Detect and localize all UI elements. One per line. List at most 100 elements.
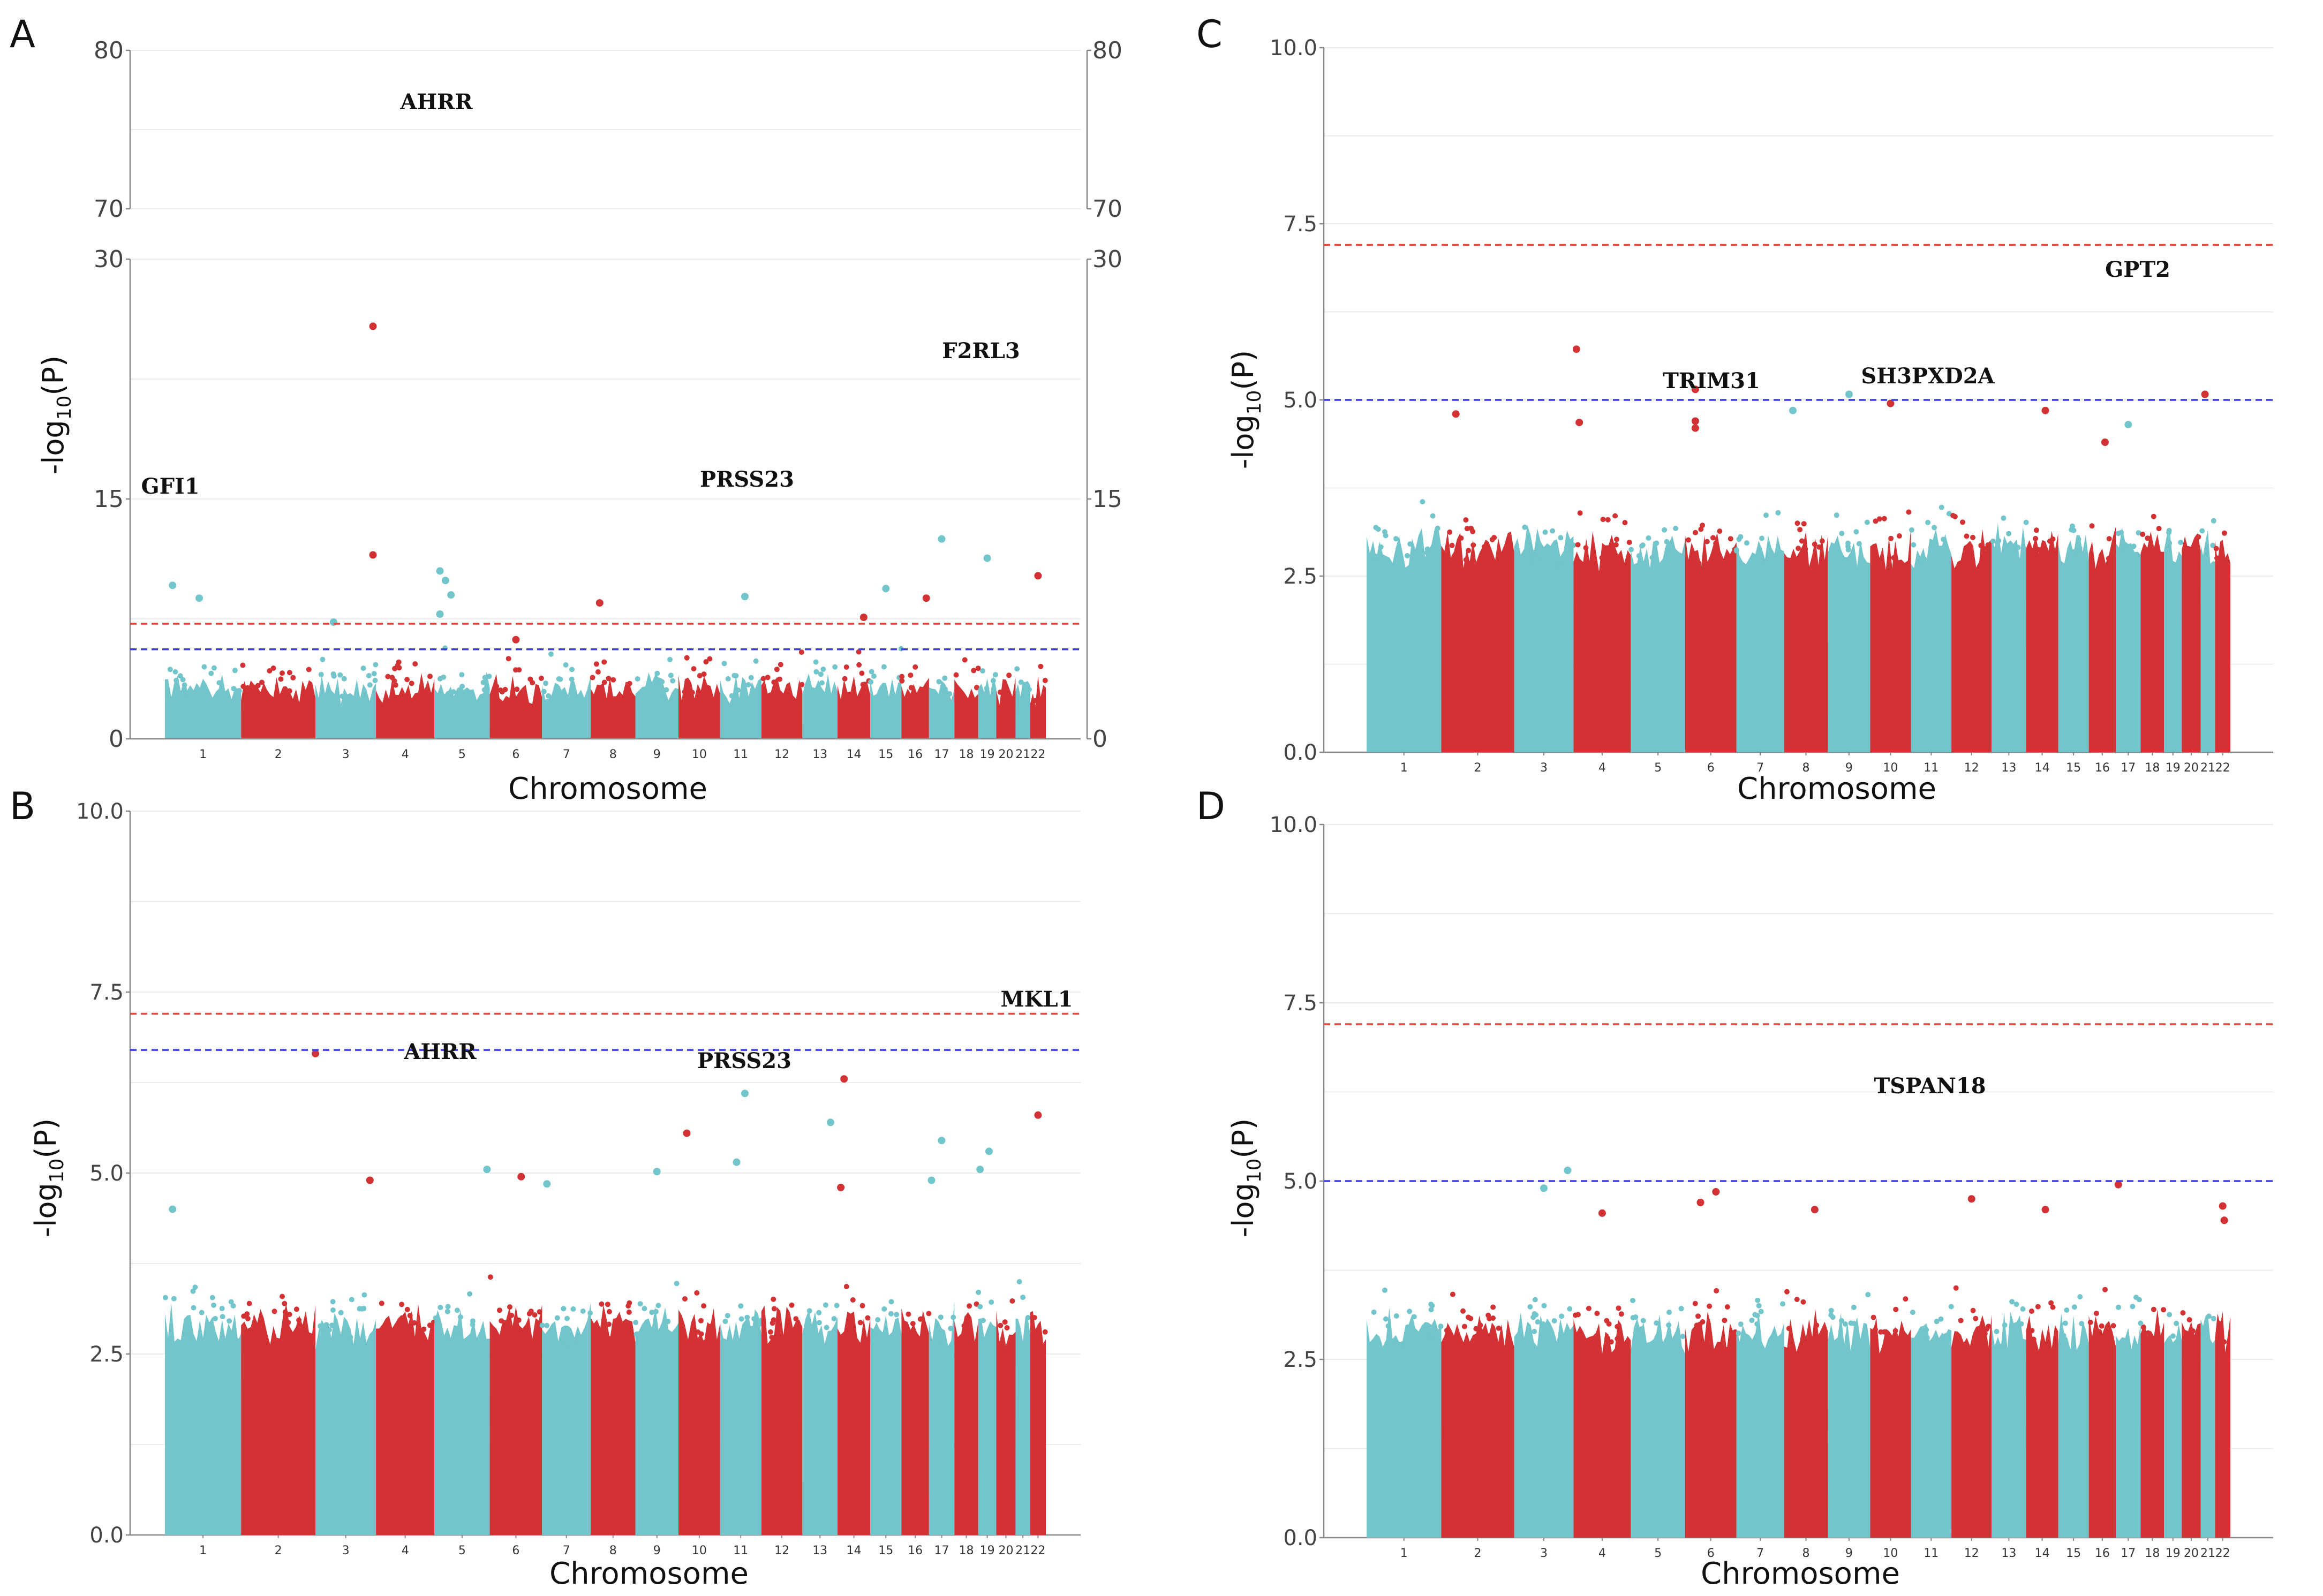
c-content-chromosome-18 xyxy=(2140,513,2164,752)
d-content-snp-point xyxy=(1749,1318,1755,1323)
a-content-chrom-tick-label: 5 xyxy=(458,748,466,761)
d-content-snp-point xyxy=(1532,1297,1538,1303)
c-content-snp-point xyxy=(1529,557,1535,563)
c-content-snp-cloud xyxy=(1828,535,1871,752)
c-content-snp-point xyxy=(1856,541,1862,547)
b-content-snp-point xyxy=(738,1316,744,1322)
a-content-snp-point xyxy=(280,670,285,676)
c-content-snp-point xyxy=(2214,555,2220,561)
a-content-chrom-tick-label: 9 xyxy=(653,748,661,761)
b-content-top-hit xyxy=(1034,1111,1042,1119)
c-content-snp-point xyxy=(1454,554,1460,559)
d-content-snp-point xyxy=(1903,1296,1909,1302)
d-content-snp-point xyxy=(2216,1338,2222,1344)
b-content-snp-point xyxy=(989,1299,994,1305)
a-content-snp-point xyxy=(385,674,391,679)
a-content-snp-point xyxy=(393,682,398,688)
b-content-snp-cloud xyxy=(591,1304,636,1535)
a-content-snp-point xyxy=(208,670,214,676)
c-content-snp-point xyxy=(1646,535,1651,541)
c-content-snp-point xyxy=(1819,538,1825,544)
c-content-snp-point xyxy=(2194,555,2200,561)
a-content-snp-cloud xyxy=(978,675,997,739)
c-content-snp-cloud xyxy=(2026,531,2058,752)
b-content-snp-point xyxy=(187,1333,193,1338)
c-content-snp-point xyxy=(1996,538,2002,543)
a-content-snp-point xyxy=(990,678,996,684)
d-content-snp-cloud xyxy=(1870,1318,1911,1538)
b-content-chromosome-16 xyxy=(901,1308,932,1535)
b-content-snp-point xyxy=(1031,1315,1037,1320)
b-content-snp-point xyxy=(749,1326,755,1332)
c-content-snp-point xyxy=(2050,536,2056,542)
c-content-snp-point xyxy=(1812,541,1817,547)
a-content-snp-point xyxy=(278,676,284,682)
a-content-top-hit xyxy=(329,618,337,626)
a-content-snp-cloud xyxy=(542,676,591,739)
a-content-snp-point xyxy=(798,649,804,655)
b-content-chromosome-13 xyxy=(802,1302,840,1535)
c-content-snp-point xyxy=(1796,546,1801,551)
a-content-snp-point xyxy=(660,697,666,702)
c-content-snp-point xyxy=(1839,531,1845,536)
b-content-snp-point xyxy=(703,1339,709,1345)
c-content-snp-point xyxy=(1888,535,1894,541)
d-content-snp-point xyxy=(1438,1323,1444,1329)
d-content-snp-point xyxy=(1488,1337,1494,1343)
b-content-snp-cloud xyxy=(678,1308,720,1535)
d-content-snp-point xyxy=(2140,1325,2146,1330)
d-content-snp-point xyxy=(1450,1291,1455,1297)
d-content-chromosome-10 xyxy=(1870,1296,1911,1538)
d-content-snp-point xyxy=(1487,1333,1493,1338)
b-content-snp-point xyxy=(674,1281,680,1287)
b-content-snp-point xyxy=(1020,1295,1026,1300)
b-content-snp-point xyxy=(279,1337,285,1343)
b-content-snp-point xyxy=(416,1326,422,1332)
d-content-snp-point xyxy=(1842,1321,1848,1327)
c-content-snp-point xyxy=(1799,538,1805,544)
a-content-chromosome-5 xyxy=(434,645,492,739)
b-content-snp-point xyxy=(770,1320,775,1326)
b-content-snp-point xyxy=(694,1290,700,1296)
b-content-top-hit xyxy=(837,1184,845,1191)
d-content-snp-point xyxy=(1755,1297,1761,1303)
b-content-chromosome-1 xyxy=(162,1284,242,1535)
d-content-snp-point xyxy=(2186,1317,2192,1322)
c-content-snp-point xyxy=(1717,528,1723,534)
secondary-y-tick-label: 15 xyxy=(1092,486,1122,513)
a-content-snp-point xyxy=(947,691,953,697)
gene-label-ahrr: AHRR xyxy=(399,89,473,115)
d-content-chromosome-22 xyxy=(2215,1312,2230,1538)
b-content-snp-point xyxy=(282,1309,288,1315)
b-content-snp-point xyxy=(427,1322,433,1328)
d-content-snp-point xyxy=(1724,1304,1730,1310)
b-content-snp-point xyxy=(627,1300,632,1306)
y-tick-label: 7.5 xyxy=(1283,991,1317,1016)
b-content-snp-cloud xyxy=(165,1303,242,1535)
a-content-snp-point xyxy=(942,675,948,681)
c-content-snp-point xyxy=(1839,554,1845,560)
panel-d: D 0.02.55.07.510.01 2 3 4 5 6 7 8 9 10 11 12 13 14 15 1… xyxy=(1196,784,2273,1591)
a-content-snp-point xyxy=(437,676,443,682)
c-content-snp-point xyxy=(1649,555,1655,561)
b-content-snp-point xyxy=(445,1304,451,1310)
d-content-snp-point xyxy=(1680,1334,1686,1340)
b-content-snp-point xyxy=(1025,1315,1031,1320)
a-content-snp-point xyxy=(371,671,377,677)
d-content-chrom-tick-label: 14 xyxy=(2035,1547,2050,1560)
a-content-snp-cloud xyxy=(838,676,871,739)
c-content-snp-point xyxy=(1615,563,1621,569)
b-content-chromosome-18 xyxy=(954,1301,979,1535)
c-content-snp-point xyxy=(2106,536,2112,542)
b-content-snp-point xyxy=(637,1301,643,1307)
a-content-snp-point xyxy=(527,676,533,682)
d-content-snp-point xyxy=(1953,1285,1959,1291)
a-content-snp-point xyxy=(832,664,838,670)
c-content-snp-point xyxy=(1577,510,1583,516)
c-content-snp-cloud xyxy=(2215,540,2230,752)
a-content-snp-point xyxy=(868,679,874,685)
a-content-chromosome-4 xyxy=(376,659,435,739)
c-content-snp-point xyxy=(1728,536,1733,542)
c-content-snp-point xyxy=(2077,545,2083,551)
b-content-snp-point xyxy=(587,1310,593,1316)
